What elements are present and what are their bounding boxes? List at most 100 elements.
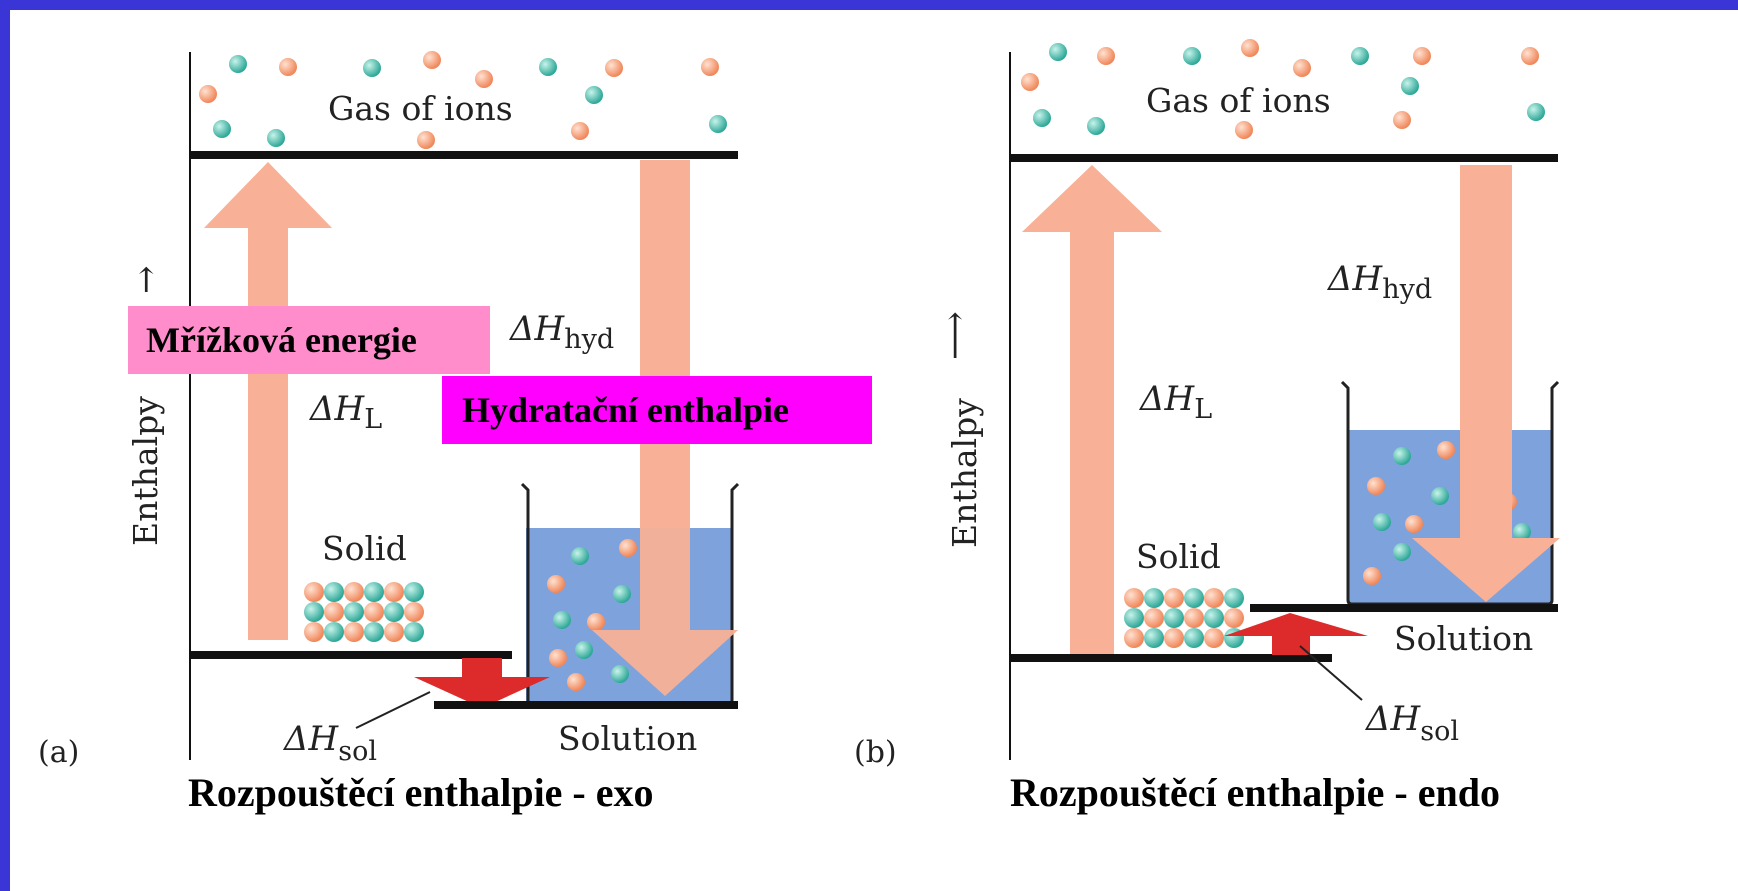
cation-sphere	[1405, 515, 1423, 533]
anion-sphere	[1527, 103, 1545, 121]
svg-text:ΔHL: ΔHL	[1138, 379, 1212, 425]
cation-sphere	[384, 582, 404, 602]
anion-sphere	[1351, 47, 1369, 65]
cation-sphere	[1521, 47, 1539, 65]
anion-sphere	[1224, 588, 1244, 608]
cation-sphere	[1204, 628, 1224, 648]
anion-sphere	[1204, 608, 1224, 628]
cation-sphere	[1124, 628, 1144, 648]
anion-sphere	[213, 120, 231, 138]
anion-sphere	[364, 582, 384, 602]
axis-label-b: Enthalpy	[945, 398, 984, 548]
anion-sphere	[1184, 588, 1204, 608]
cation-sphere	[547, 575, 565, 593]
anion-sphere	[324, 582, 344, 602]
solution-enthalpy-arrow-b	[1224, 613, 1368, 655]
axis-label-a: Enthalpy	[126, 396, 165, 546]
hydration-arrow-a-front	[592, 480, 738, 696]
panel-b: Gas of ions ⟶ Enthalpy ΔHL ΔHhyd Solid	[854, 39, 1560, 770]
cation-sphere	[1097, 47, 1115, 65]
sol-sub-b: sol	[1420, 716, 1459, 747]
gas-ions-a	[199, 51, 727, 149]
sol-label-a: ΔHsol	[282, 719, 377, 767]
cation-sphere	[605, 59, 623, 77]
cation-sphere	[1367, 477, 1385, 495]
cation-sphere	[1393, 111, 1411, 129]
beaker-b	[1340, 380, 1560, 606]
hydration-enthalpy-highlight: Hydratační enthalpie	[442, 376, 872, 444]
anion-sphere	[304, 602, 324, 622]
cation-sphere	[304, 622, 324, 642]
anion-sphere	[364, 622, 384, 642]
cation-sphere	[1021, 73, 1039, 91]
enthalpy-diagrams: Gas of ions ↑ Enthalpy ΔHL ΔHhyd Solid	[38, 39, 1560, 770]
lattice-symbol-a: ΔH	[308, 389, 366, 429]
solid-label-a: Solid	[322, 529, 407, 568]
anion-sphere	[1033, 109, 1051, 127]
anion-sphere	[344, 602, 364, 622]
svg-text:ΔHsol: ΔHsol	[282, 719, 377, 767]
gas-label-a: Gas of ions	[328, 89, 513, 128]
anion-sphere	[1184, 628, 1204, 648]
solution-enthalpy-arrow-a	[414, 658, 550, 708]
anion-sphere	[539, 58, 557, 76]
slide-panel: Gas of ions ↑ Enthalpy ΔHL ΔHhyd Solid	[10, 10, 1738, 891]
cation-sphere	[1224, 608, 1244, 628]
anion-sphere	[229, 55, 247, 73]
lattice-label-a: ΔHL	[308, 389, 382, 435]
lattice-arrow-a	[204, 162, 332, 640]
hyd-sub-b: hyd	[1382, 274, 1432, 305]
lattice-sub-b: L	[1194, 394, 1212, 425]
cation-sphere	[423, 51, 441, 69]
cation-sphere	[619, 539, 637, 557]
cation-sphere	[324, 602, 344, 622]
cation-sphere	[475, 70, 493, 88]
gas-label-b: Gas of ions	[1146, 81, 1331, 120]
hyd-symbol-b: ΔH	[1326, 259, 1384, 299]
hyd-label-b: ΔHhyd	[1326, 259, 1432, 305]
anion-sphere	[1393, 447, 1411, 465]
cation-sphere	[1124, 588, 1144, 608]
anion-sphere	[1144, 628, 1164, 648]
solution-label-b: Solution	[1394, 619, 1533, 658]
cation-sphere	[1164, 588, 1184, 608]
cation-sphere	[1144, 608, 1164, 628]
caption-exo: Rozpouštěcí enthalpie - exo	[188, 770, 654, 815]
lattice-sub-a: L	[364, 404, 382, 435]
beaker-a	[520, 482, 740, 706]
anion-sphere	[1431, 487, 1449, 505]
anion-sphere	[267, 129, 285, 147]
cation-sphere	[1164, 628, 1184, 648]
solid-lattice-b	[1124, 588, 1244, 648]
cation-sphere	[1413, 47, 1431, 65]
anion-sphere	[1087, 117, 1105, 135]
lattice-symbol-b: ΔH	[1138, 379, 1196, 419]
anion-sphere	[1401, 77, 1419, 95]
caption-endo: Rozpouštěcí enthalpie - endo	[1010, 770, 1500, 815]
anion-sphere	[571, 547, 589, 565]
sol-symbol-a: ΔH	[282, 719, 340, 759]
cation-sphere	[417, 131, 435, 149]
panel-tag-a: (a)	[38, 735, 79, 770]
cation-sphere	[1293, 59, 1311, 77]
anion-sphere	[384, 602, 404, 622]
cation-sphere	[404, 602, 424, 622]
anion-sphere	[1393, 543, 1411, 561]
axis-arrow-a: ↑	[132, 261, 161, 301]
anion-sphere	[585, 86, 603, 104]
solid-label-b: Solid	[1136, 537, 1221, 576]
cation-sphere	[1241, 39, 1259, 57]
cation-sphere	[701, 58, 719, 76]
gas-ions-b	[1021, 39, 1545, 139]
cation-sphere	[549, 649, 567, 667]
cation-sphere	[344, 622, 364, 642]
svg-text:ΔHsol: ΔHsol	[1364, 699, 1459, 747]
anion-sphere	[1373, 513, 1391, 531]
cation-sphere	[384, 622, 404, 642]
cation-sphere	[1437, 441, 1455, 459]
anion-sphere	[575, 641, 593, 659]
svg-text:ΔHL: ΔHL	[308, 389, 382, 435]
sol-symbol-b: ΔH	[1364, 699, 1422, 739]
cation-sphere	[279, 58, 297, 76]
cation-sphere	[587, 613, 605, 631]
